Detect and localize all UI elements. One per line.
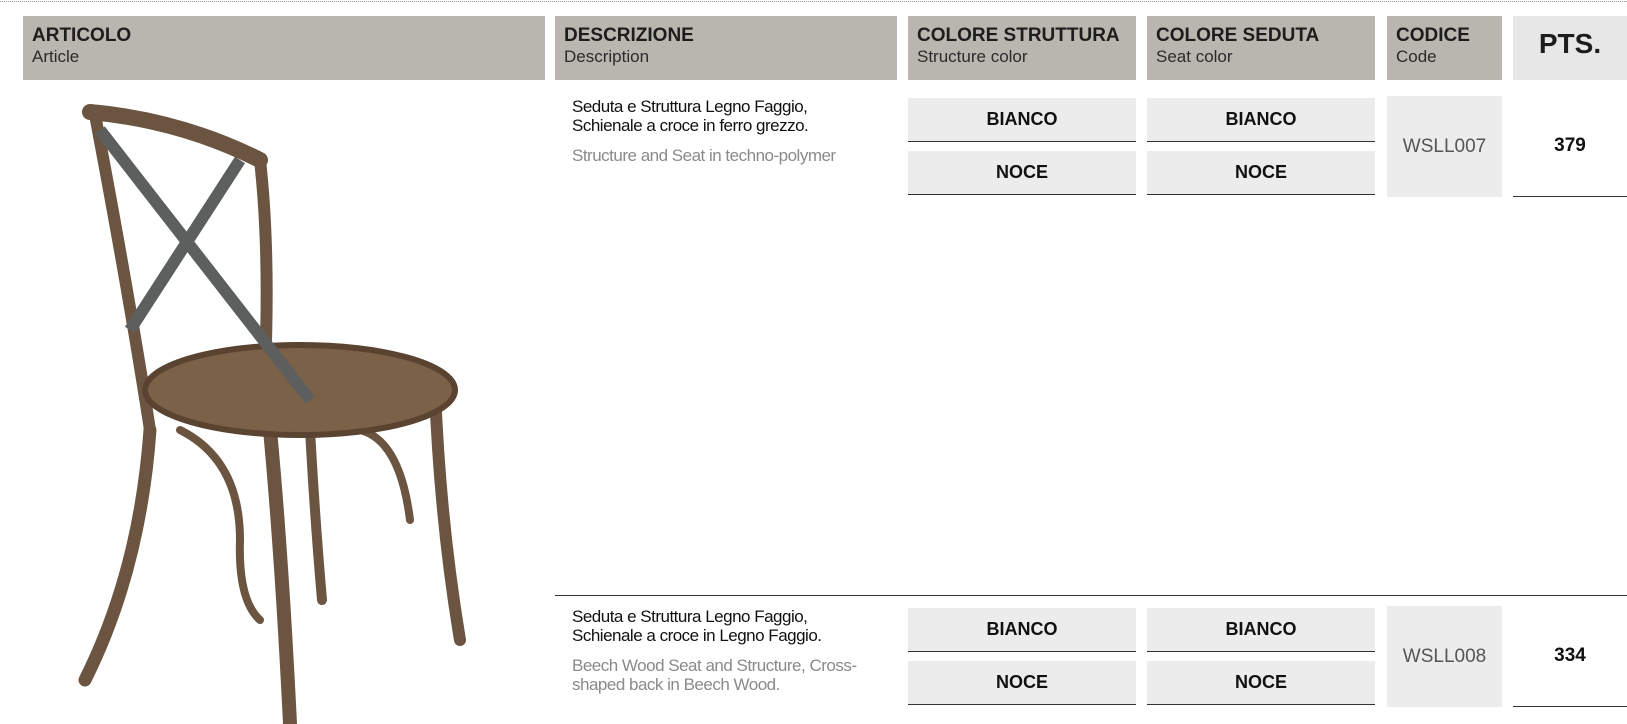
header-cell: DESCRIZIONE Description [555,16,897,80]
header-cell: CODICE Code [1387,16,1502,80]
header-subtitle: Seat color [1156,47,1233,66]
header-subtitle: Article [32,47,80,66]
pts: 379 [1513,96,1627,197]
code: WSLL007 [1387,96,1502,197]
header-title: COLORE STRUTTURA [917,25,1120,46]
header-title: PTS. [1538,28,1602,59]
chair-image [78,104,466,724]
header-subtitle: Description [564,47,650,66]
structure-color: BIANCO [908,98,1136,142]
header-title: COLORE SEDUTA [1156,25,1320,46]
structure-color: BIANCO [908,608,1136,652]
description-it: Seduta e Struttura Legno Faggio, Schiena… [572,97,809,135]
seat-color: BIANCO [1147,98,1375,142]
header-title: CODICE [1396,25,1470,46]
header-cell: COLORE SEDUTA Seat color [1147,16,1375,80]
seat-color: NOCE [1147,661,1375,705]
pts: 334 [1513,606,1627,707]
structure-color: NOCE [908,661,1136,705]
header-cell: COLORE STRUTTURA Structure color [908,16,1136,80]
top-rule [0,1,1627,2]
header-cell: ARTICOLO Article [23,16,545,80]
header-title: ARTICOLO [32,25,132,46]
description-en: Structure and Seat in techno-polymer [572,146,836,165]
header-subtitle: Code [1396,47,1437,66]
description-it: Seduta e Struttura Legno Faggio, Schiena… [572,607,822,645]
description-en: Beech Wood Seat and Structure, Cross-sha… [572,656,857,694]
code: WSLL008 [1387,606,1502,707]
header-title: DESCRIZIONE [564,25,694,46]
seat-color: BIANCO [1147,608,1375,652]
row-separator [555,595,1627,596]
header-cell: PTS. [1513,16,1627,80]
header-subtitle: Structure color [917,47,1028,66]
seat-color: NOCE [1147,151,1375,195]
structure-color: NOCE [908,151,1136,195]
